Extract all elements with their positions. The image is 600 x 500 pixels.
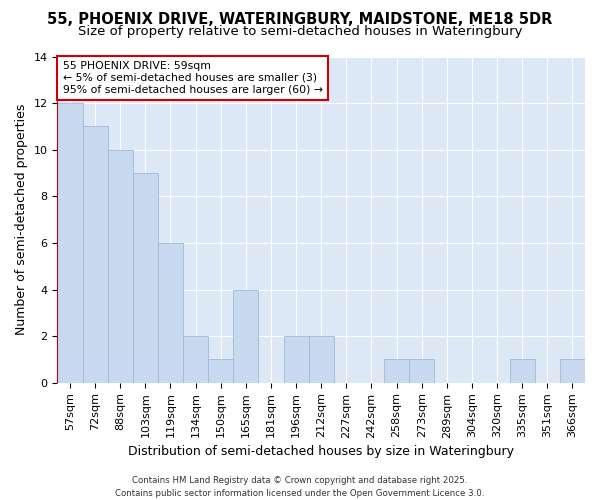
Bar	[560, 360, 585, 382]
Bar	[183, 336, 208, 382]
Bar	[284, 336, 308, 382]
Bar	[509, 360, 535, 382]
Text: 55, PHOENIX DRIVE, WATERINGBURY, MAIDSTONE, ME18 5DR: 55, PHOENIX DRIVE, WATERINGBURY, MAIDSTO…	[47, 12, 553, 28]
Y-axis label: Number of semi-detached properties: Number of semi-detached properties	[15, 104, 28, 336]
Text: Contains HM Land Registry data © Crown copyright and database right 2025.
Contai: Contains HM Land Registry data © Crown c…	[115, 476, 485, 498]
Bar	[208, 360, 233, 382]
Text: 55 PHOENIX DRIVE: 59sqm
← 5% of semi-detached houses are smaller (3)
95% of semi: 55 PHOENIX DRIVE: 59sqm ← 5% of semi-det…	[62, 62, 323, 94]
Text: Size of property relative to semi-detached houses in Wateringbury: Size of property relative to semi-detach…	[78, 25, 522, 38]
Bar	[384, 360, 409, 382]
Bar	[308, 336, 334, 382]
Bar	[83, 126, 107, 382]
Bar	[158, 243, 183, 382]
Bar	[107, 150, 133, 382]
Bar	[233, 290, 259, 382]
Bar	[133, 173, 158, 382]
Bar	[58, 103, 83, 382]
X-axis label: Distribution of semi-detached houses by size in Wateringbury: Distribution of semi-detached houses by …	[128, 444, 514, 458]
Bar	[409, 360, 434, 382]
